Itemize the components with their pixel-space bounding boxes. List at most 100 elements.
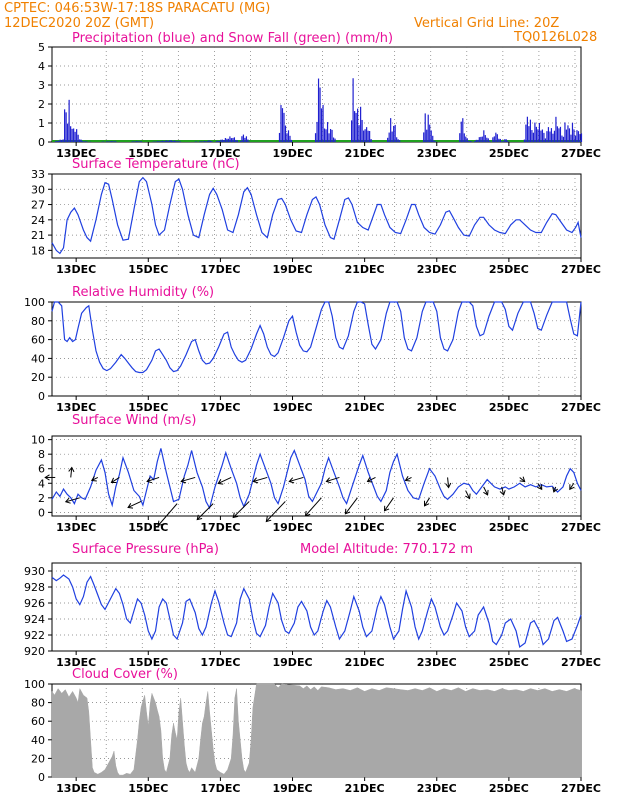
precip-bar (59, 139, 61, 142)
precip-xtick-label: 19DEC (273, 147, 313, 160)
pressure-xtick-label: 25DEC (489, 656, 529, 669)
precip-panel: 0 1 2 3 4 5 13DEC 15DEC 17DEC 19DEC 21DEC 23DEC 25DE… (38, 31, 601, 160)
precip-bar (242, 134, 245, 142)
precip-bar (547, 127, 550, 142)
precip-bar (487, 138, 489, 142)
precip-bar (579, 134, 581, 142)
precip-bar (67, 123, 69, 142)
wind-vector (367, 477, 376, 482)
wind-vector (519, 477, 526, 482)
wind-vector (483, 486, 489, 496)
precip-bar (58, 140, 60, 142)
wind-vector-head (366, 476, 373, 483)
wind-vector-head (64, 497, 71, 504)
precip-ytick-label: 4 (38, 60, 45, 73)
precip-title: Precipitation (blue) and Snow Fall (gree… (72, 31, 393, 46)
precip-bar (357, 108, 359, 142)
wind-vector-head (383, 505, 390, 512)
temperature-ytick-label: 33 (31, 168, 45, 181)
wind-vector (196, 503, 214, 520)
cloud-panel: 0 20 40 60 80 100 13DEC 15DEC 17DEC 19DEC 21DEC 23D… (24, 667, 601, 795)
precip-bar (504, 139, 506, 142)
precip-bar (559, 126, 562, 142)
precip-bar (541, 129, 544, 142)
precip-bar (556, 126, 559, 142)
precip-bar (209, 140, 211, 142)
precip-bar (76, 129, 78, 142)
precip-bar (79, 139, 81, 142)
wind-vector (70, 467, 73, 478)
wind-frame (51, 435, 582, 517)
wind-xtick-label: 13DEC (56, 521, 96, 534)
precip-bar (323, 128, 326, 142)
precip-bar (424, 113, 426, 142)
precip-bar (364, 129, 366, 142)
temperature-xtick-label: 23DEC (417, 263, 457, 276)
precip-bar (528, 126, 530, 142)
precip-bar (369, 130, 371, 142)
wind-xtick-label: 23DEC (417, 521, 457, 534)
precip-bar (232, 137, 234, 142)
precip-xtick-label: 25DEC (489, 147, 529, 160)
precip-bar (290, 139, 293, 142)
precip-bar (220, 139, 222, 142)
humidity-title: Relative Humidity (%) (72, 285, 214, 300)
wind-vector-head (146, 477, 153, 484)
pressure-ytick-label: 930 (24, 565, 45, 578)
precip-bar (360, 106, 362, 142)
precip-bar (229, 136, 231, 142)
cloud-xtick-label: 25DEC (489, 782, 529, 795)
pressure-ytick-label: 928 (24, 581, 45, 594)
wind-vector-head (483, 489, 489, 496)
temperature-title: Surface Temperature (nC) (72, 157, 240, 172)
wind-vector-head (536, 484, 543, 491)
cloud-ytick-label: 20 (31, 752, 45, 765)
wind-vector (384, 497, 394, 512)
wind-xtick-label: 19DEC (273, 521, 313, 534)
precip-bar (468, 140, 470, 142)
wind-vector (345, 497, 358, 515)
wind-vector-head (90, 475, 97, 482)
humidity-xtick-label: 27DEC (561, 401, 601, 414)
wind-xtick-label: 15DEC (128, 521, 168, 534)
precip-bar (205, 141, 207, 142)
precip-bar (505, 139, 507, 142)
precip-bar (223, 139, 225, 142)
humidity-frame (51, 301, 582, 397)
wind-vector (465, 490, 471, 499)
wind-vector (253, 476, 268, 482)
precip-bar (217, 140, 219, 142)
wind-panel: 02 46 810 13DEC 15DEC 17DEC 19DEC 21DEC 23DEC 25D… (31, 413, 601, 534)
pressure-frame (51, 562, 582, 652)
precip-bar (113, 141, 115, 142)
precip-bar (366, 127, 368, 142)
precip-bar (466, 138, 468, 142)
humidity-ytick-label: 100 (24, 296, 45, 309)
wind-vector (501, 486, 505, 496)
humidity-panel: 0 20 40 60 80 100 13DEC 15DEC 17DEC 19DEC 21DEC 23D… (24, 285, 601, 414)
precip-bar (573, 129, 575, 142)
precip-bar (367, 130, 369, 142)
wind-vector-head (499, 490, 506, 496)
wind-xtick-label: 25DEC (489, 521, 529, 534)
wind-vector (304, 497, 322, 517)
precip-bar (532, 132, 535, 142)
pressure-xtick-label: 27DEC (561, 656, 601, 669)
precip-bar (540, 130, 542, 142)
precip-bar (576, 130, 578, 142)
precip-bar (65, 112, 67, 142)
precip-bar (221, 139, 223, 142)
precip-bar (354, 111, 356, 142)
precip-bar (526, 116, 528, 142)
precip-bar (134, 141, 136, 142)
precip-bar (133, 141, 135, 142)
precip-bar (83, 141, 85, 142)
precip-bar (475, 139, 477, 142)
precip-bar (350, 120, 353, 142)
wind-vector (111, 477, 120, 483)
wind-xtick-label: 21DEC (345, 521, 385, 534)
temperature-ytick-label: 24 (31, 214, 45, 227)
pressure-panel: 920 922 924 926 928 930 13DEC 15DEC 17DEC 19DEC 21… (24, 542, 601, 669)
precip-bar (423, 132, 425, 142)
precip-bar (85, 141, 87, 142)
